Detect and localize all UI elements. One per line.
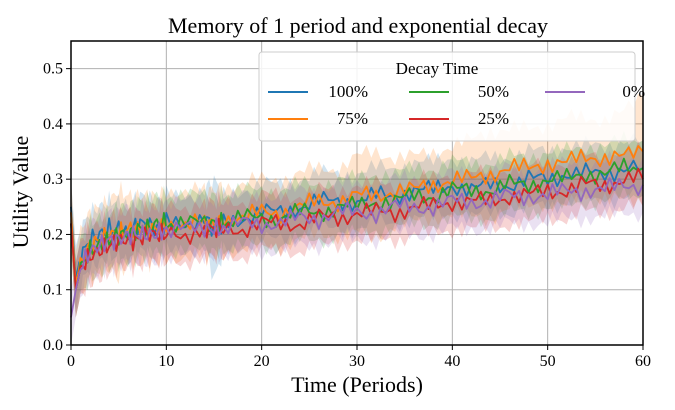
x-tick-label-2: 20 bbox=[254, 353, 270, 370]
line-series-3 bbox=[70, 167, 644, 291]
y-tick-label-0: 0.0 bbox=[43, 337, 63, 354]
y-tick-label-5: 0.5 bbox=[43, 61, 63, 78]
y-tick-label-3: 0.3 bbox=[43, 171, 63, 188]
x-tick-label-5: 50 bbox=[540, 353, 556, 370]
y-tick-label-1: 0.1 bbox=[43, 282, 63, 299]
x-axis-label: Time (Periods) bbox=[291, 372, 423, 397]
legend-label-4: 0% bbox=[622, 82, 645, 101]
chart-title: Memory of 1 period and exponential decay bbox=[168, 13, 548, 38]
x-axis-ticks: 0 10 20 30 40 50 60 bbox=[67, 345, 651, 370]
legend-label-2: 50% bbox=[478, 82, 509, 101]
band-series-0 bbox=[71, 133, 643, 312]
y-axis-ticks: 0.0 0.1 0.2 0.3 0.4 0.5 bbox=[43, 61, 71, 354]
x-tick-label-1: 10 bbox=[158, 353, 174, 370]
legend-title: Decay Time bbox=[396, 59, 479, 78]
y-tick-label-4: 0.4 bbox=[43, 116, 63, 133]
x-tick-label-3: 30 bbox=[349, 353, 365, 370]
series-lines bbox=[70, 145, 644, 318]
x-tick-label-6: 60 bbox=[635, 353, 651, 370]
y-tick-label-2: 0.2 bbox=[43, 226, 63, 243]
legend-label-3: 25% bbox=[478, 109, 509, 128]
y-axis-label: Utility Value bbox=[8, 136, 33, 249]
legend-box bbox=[258, 51, 636, 142]
band-series-1 bbox=[71, 93, 643, 318]
legend-label-1: 75% bbox=[337, 109, 368, 128]
legend-label-0: 100% bbox=[328, 82, 368, 101]
line-series-4 bbox=[70, 177, 644, 318]
band-series-2 bbox=[71, 131, 643, 318]
legend: Decay Time 100% 75% 50% 25% 0% bbox=[258, 51, 645, 142]
x-tick-label-4: 40 bbox=[444, 353, 460, 370]
band-series-3 bbox=[71, 141, 643, 318]
x-tick-label-0: 0 bbox=[67, 353, 75, 370]
